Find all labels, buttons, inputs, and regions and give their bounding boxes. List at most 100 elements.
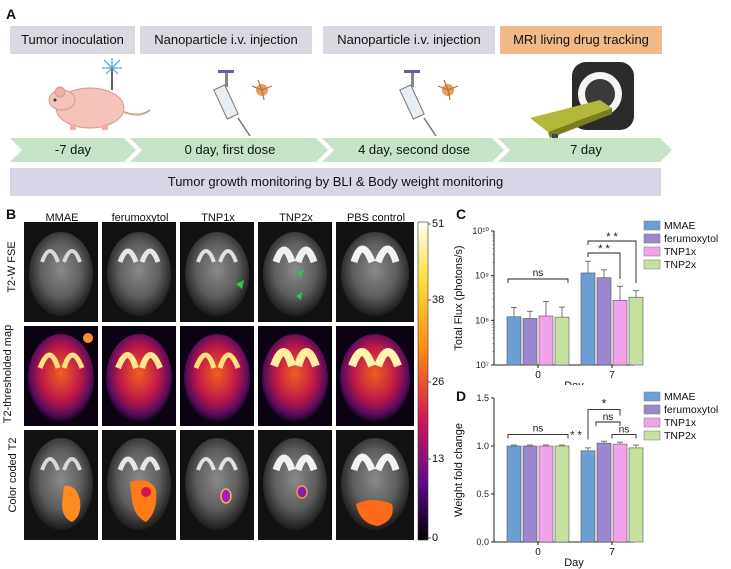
mri-scanner-illustration (530, 62, 634, 138)
timeline-arrows (10, 138, 672, 162)
bar-ferumoxytol-day7 (596, 442, 612, 543)
col-label-mmae: MMAE (45, 212, 79, 224)
panel-a-illustrations (48, 58, 634, 138)
legend-label-tnp1x: TNP1x (664, 246, 697, 258)
timeline-day4: 4 day, second dose (358, 142, 470, 157)
legend-swatch-tnp2x (643, 259, 661, 270)
bar-mmae-day0 (506, 316, 522, 366)
y-tick-label: 10⁷ (476, 360, 489, 370)
significance-ns-2: ns (619, 424, 630, 435)
mri-row-thresholded (24, 326, 414, 426)
colorbar-tick-51: 51 (432, 218, 445, 230)
colorbar-tick-0: 0 (432, 532, 439, 544)
stage-injection-1: Nanoparticle i.v. injection (140, 26, 312, 54)
x-tick-label: 0 (535, 370, 541, 381)
legend-swatch-tnp1x (643, 417, 661, 428)
legend-swatch-mmae (643, 391, 661, 402)
col-label-pbs: PBS control (346, 212, 406, 224)
col-label-tnp2x: TNP2x (279, 212, 313, 224)
monitoring-bar: Tumor growth monitoring by BLI & Body we… (10, 168, 661, 196)
timeline-day7: 7 day (570, 142, 602, 157)
x-tick-label: 7 (609, 547, 615, 558)
bar-tnp2x-day7 (628, 447, 644, 543)
colorbar (417, 221, 429, 541)
bar-ferumoxytol-day7 (596, 277, 612, 366)
bar-mmae-day0 (506, 445, 522, 543)
legend-swatch-tnp1x (643, 246, 661, 257)
legend-label-mmae: MMAE (664, 391, 696, 403)
chart-d-weight: 0.0 0.5 1.0 1.5 Weight fold change 0 7 Day MMAEf… (453, 391, 718, 569)
bar-tnp2x-day0 (554, 316, 570, 366)
legend-swatch-tnp2x (643, 430, 661, 441)
panel-b-label: B (6, 206, 17, 222)
syringe-illustration-2 (399, 70, 459, 137)
panel-c-label: C (456, 206, 467, 222)
significance-bracket-day0 (507, 278, 569, 283)
y-tick-label: 1.5 (476, 393, 489, 403)
significance-bracket-mmae-tnp2x (587, 240, 637, 283)
y-tick-label: 0.0 (476, 537, 489, 547)
bar-tnp1x-day7 (612, 443, 628, 543)
significance-bracket-mmae-tnp1x (587, 409, 621, 440)
y-axis-label: Weight fold change (453, 423, 465, 517)
y-tick-label: 1.0 (476, 441, 489, 451)
legend-label-mmae: MMAE (664, 220, 696, 232)
significance-stars-2: * * (598, 243, 610, 255)
x-axis-label: Day (564, 380, 584, 385)
significance-ns-day0: ns (533, 423, 544, 434)
significance-bracket-day0 (507, 434, 569, 439)
significance-ns-day0: ns (533, 268, 544, 279)
bar-mmae-day7 (580, 272, 596, 366)
y-tick-label: 10⁹ (475, 271, 489, 281)
y-axis-label: Total Flux (photons/s) (453, 245, 465, 350)
colorbar-tick-13: 13 (432, 453, 445, 465)
bar-tnp2x-day7 (628, 296, 644, 366)
stage-mri-tracking: MRI living drug tracking (500, 26, 662, 54)
panel-a-label: A (6, 6, 17, 22)
bar-ferumoxytol-day0 (522, 318, 538, 366)
significance-stars-1: * * (606, 231, 618, 243)
col-label-ferumoxytol: ferumoxytol (111, 212, 169, 224)
bar-tnp1x-day0 (538, 445, 554, 543)
bar-tnp1x-day0 (538, 315, 554, 366)
significance-stars-day7: * * (570, 429, 582, 441)
legend-label-tnp2x: TNP2x (664, 259, 697, 271)
significance-star-single: * (602, 397, 607, 411)
col-label-tnp1x: TNP1x (201, 212, 235, 224)
mri-row-colorcoded (24, 430, 414, 540)
bar-tnp1x-day7 (612, 300, 628, 366)
x-tick-label: 7 (609, 370, 615, 381)
colorbar-tick-38: 38 (432, 294, 445, 306)
y-tick-label: 10⁸ (475, 315, 489, 325)
y-tick-label: 0.5 (476, 489, 489, 499)
significance-bracket-mmae-tnp1x (587, 252, 621, 279)
legend-label-tnp1x: TNP1x (664, 417, 697, 429)
timeline-minus7: -7 day (54, 142, 92, 157)
syringe-illustration-1 (213, 70, 273, 137)
colorbar-tick-26: 26 (432, 376, 445, 388)
panel-d-label: D (456, 388, 467, 404)
significance-ns-1: ns (603, 412, 614, 423)
chart-c-total-flux: 10⁷ 10⁸ 10⁹ 10¹⁰ Total Flux (photons/s) 0 7 Day… (453, 220, 718, 385)
mri-row-t2w (24, 222, 414, 322)
stage-tumor-inoculation: Tumor inoculation (10, 26, 135, 54)
legend-swatch-ferumoxytol (643, 404, 661, 415)
mouse-illustration (48, 58, 151, 130)
legend-label-ferumoxytol: ferumoxytol (664, 233, 718, 245)
significance-bracket-ferumoxytol-tnp1x (595, 421, 621, 426)
x-axis-label: Day (564, 557, 584, 569)
timeline-day0: 0 day, first dose (184, 142, 276, 157)
bar-mmae-day7 (580, 450, 596, 543)
legend-swatch-mmae (643, 220, 661, 231)
bar-tnp2x-day0 (554, 445, 570, 543)
legend-label-tnp2x: TNP2x (664, 430, 697, 442)
significance-bracket-tnp1x-tnp2x (611, 434, 637, 439)
stage-injection-2: Nanoparticle i.v. injection (323, 26, 495, 54)
y-tick-label: 10¹⁰ (472, 226, 489, 236)
legend-swatch-ferumoxytol (643, 233, 661, 244)
x-tick-label: 0 (535, 547, 541, 558)
bar-ferumoxytol-day0 (522, 445, 538, 543)
legend-label-ferumoxytol: ferumoxytol (664, 404, 718, 416)
